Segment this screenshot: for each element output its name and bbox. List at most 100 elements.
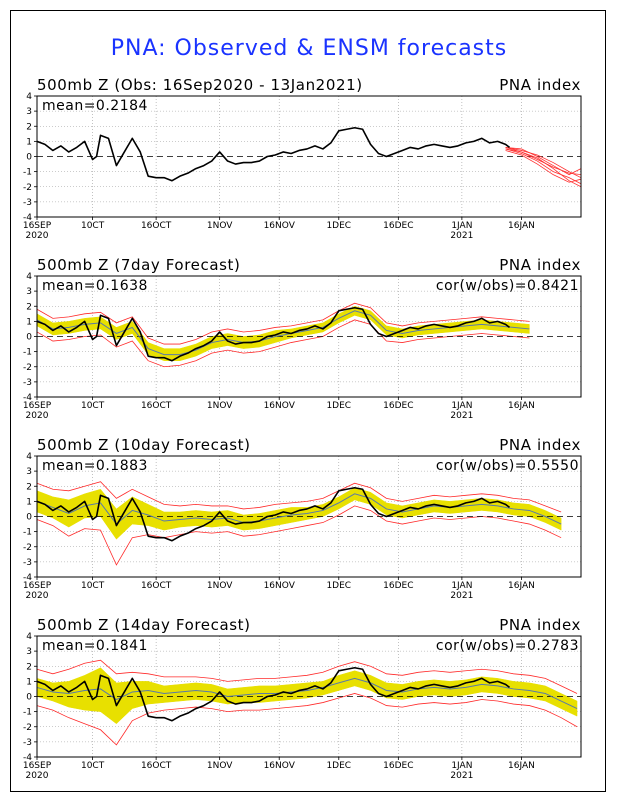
x-tick-label: 16NOV bbox=[264, 401, 296, 411]
x-tick-label: 1JAN bbox=[451, 761, 472, 771]
y-tick-label: 2 bbox=[26, 482, 32, 492]
panel-14day-forecast: 500mb Z (14day Forecast) PNA index -4 -3 -2 -… bbox=[23, 616, 582, 781]
envelope-lower-line bbox=[36, 505, 562, 566]
panel-index-label: PNA index bbox=[499, 76, 581, 94]
panel-7day-forecast: 500mb Z (7day Forecast) PNA index -4 -3 -2 -1… bbox=[23, 256, 582, 421]
y-tick-label: -2 bbox=[23, 363, 32, 373]
x-tick-label: 1JAN bbox=[451, 401, 472, 411]
x-tick-label: 16OCT bbox=[141, 401, 172, 411]
x-tick-label: 1JAN bbox=[451, 581, 472, 591]
panel-index-label: PNA index bbox=[499, 616, 581, 634]
x-tick-label: 16JAN bbox=[508, 401, 535, 411]
y-tick-label: 1 bbox=[26, 137, 32, 147]
x-tick-year: 2021 bbox=[450, 591, 473, 601]
ensemble-mean-line bbox=[36, 493, 562, 525]
y-tick-label: 4 bbox=[26, 272, 32, 282]
mean-label: mean=0.1638 bbox=[42, 278, 148, 294]
y-tick-label: -1 bbox=[23, 348, 32, 358]
x-tick-label: 16SEP bbox=[23, 761, 52, 771]
spread-band bbox=[36, 305, 530, 361]
y-tick-label: -1 bbox=[23, 708, 32, 718]
x-tick-label: 16SEP bbox=[23, 581, 52, 591]
x-tick-label: 1DEC bbox=[326, 401, 351, 411]
x-tick-year: 2021 bbox=[450, 411, 473, 421]
x-tick-label: 10CT bbox=[81, 221, 105, 231]
y-tick-label: 3 bbox=[26, 467, 32, 477]
y-tick-label: 0 bbox=[26, 153, 32, 163]
y-tick-label: -1 bbox=[23, 168, 32, 178]
mean-label: mean=0.1841 bbox=[42, 638, 148, 654]
x-tick-label: 16NOV bbox=[264, 581, 296, 591]
y-tick-label: 0 bbox=[26, 513, 32, 523]
x-tick-label: 16DEC bbox=[383, 221, 413, 231]
panel-title: 500mb Z (10day Forecast) bbox=[37, 436, 251, 454]
y-tick-label: -2 bbox=[23, 543, 32, 553]
forecast-member-line bbox=[505, 150, 582, 183]
y-tick-label: 2 bbox=[26, 662, 32, 672]
correlation-label: cor(w/obs)=0.2783 bbox=[436, 638, 579, 654]
x-tick-label: 16OCT bbox=[141, 221, 172, 231]
y-tick-label: -3 bbox=[23, 738, 32, 748]
y-tick-label: -4 bbox=[23, 573, 32, 583]
x-tick-year: 2020 bbox=[26, 591, 49, 601]
y-tick-label: 4 bbox=[26, 452, 32, 462]
x-tick-label: 16DEC bbox=[383, 581, 413, 591]
forecast-member-line bbox=[505, 147, 582, 176]
forecast-member-line bbox=[505, 147, 582, 179]
y-tick-label: 4 bbox=[26, 92, 32, 102]
main-title: PNA: Observed & ENSM forecasts bbox=[110, 36, 508, 61]
y-tick-label: -4 bbox=[23, 393, 32, 403]
x-tick-label: 16DEC bbox=[383, 761, 413, 771]
x-tick-label: 10CT bbox=[81, 401, 105, 411]
envelope-upper-line bbox=[36, 659, 578, 694]
x-tick-label: 1JAN bbox=[451, 221, 472, 231]
x-tick-label: 10CT bbox=[81, 581, 105, 591]
panel-10day-forecast: 500mb Z (10day Forecast) PNA index -4 -3 -2 -… bbox=[23, 436, 582, 601]
panel-title: 500mb Z (14day Forecast) bbox=[37, 616, 251, 634]
panel-index-label: PNA index bbox=[499, 436, 581, 454]
y-tick-label: 4 bbox=[26, 632, 32, 642]
x-tick-year: 2020 bbox=[26, 771, 49, 781]
ensemble-mean-line bbox=[36, 677, 578, 710]
observed-line bbox=[36, 126, 511, 182]
correlation-label: cor(w/obs)=0.8421 bbox=[436, 278, 579, 294]
y-tick-label: 2 bbox=[26, 122, 32, 132]
panel-observed: 500mb Z (Obs: 16Sep2020 - 13Jan2021) PNA … bbox=[23, 76, 582, 241]
x-tick-year: 2021 bbox=[450, 231, 473, 241]
y-tick-label: 0 bbox=[26, 333, 32, 343]
y-tick-label: 1 bbox=[26, 317, 32, 327]
y-tick-label: -3 bbox=[23, 198, 32, 208]
x-tick-label: 10CT bbox=[81, 761, 105, 771]
x-tick-label: 1DEC bbox=[326, 581, 351, 591]
x-tick-label: 16DEC bbox=[383, 401, 413, 411]
y-tick-label: -2 bbox=[23, 723, 32, 733]
mean-label: mean=0.1883 bbox=[42, 458, 148, 474]
y-tick-label: 3 bbox=[26, 287, 32, 297]
x-tick-label: 1NOV bbox=[207, 401, 233, 411]
envelope-lower-line bbox=[36, 693, 578, 746]
x-tick-year: 2020 bbox=[26, 411, 49, 421]
y-tick-label: 2 bbox=[26, 302, 32, 312]
x-tick-label: 1NOV bbox=[207, 581, 233, 591]
y-tick-label: -4 bbox=[23, 213, 32, 223]
y-tick-label: 0 bbox=[26, 693, 32, 703]
y-tick-label: 3 bbox=[26, 107, 32, 117]
panel-title: 500mb Z (7day Forecast) bbox=[37, 256, 240, 274]
observed-line bbox=[36, 486, 511, 542]
y-tick-label: -1 bbox=[23, 528, 32, 538]
envelope-upper-line bbox=[36, 481, 562, 513]
y-tick-label: -3 bbox=[23, 378, 32, 388]
x-tick-label: 16OCT bbox=[141, 581, 172, 591]
panel-title: 500mb Z (Obs: 16Sep2020 - 13Jan2021) bbox=[37, 76, 363, 94]
mean-label: mean=0.2184 bbox=[42, 98, 148, 114]
forecast-member-line bbox=[505, 148, 582, 185]
x-tick-label: 16JAN bbox=[508, 221, 535, 231]
spread-band bbox=[36, 667, 578, 725]
x-tick-label: 16JAN bbox=[508, 581, 535, 591]
x-tick-year: 2020 bbox=[26, 231, 49, 241]
observed-line bbox=[36, 306, 511, 362]
correlation-label: cor(w/obs)=0.5550 bbox=[436, 458, 579, 474]
x-tick-label: 1NOV bbox=[207, 221, 233, 231]
y-tick-label: -3 bbox=[23, 558, 32, 568]
